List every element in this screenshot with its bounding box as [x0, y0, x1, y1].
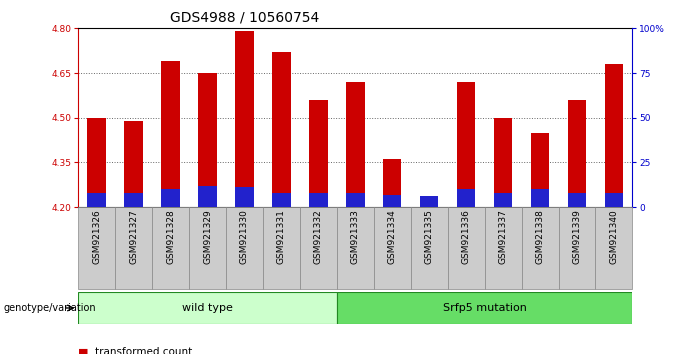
Bar [447, 207, 485, 289]
Text: GSM921340: GSM921340 [609, 210, 618, 264]
Bar [152, 207, 189, 289]
Bar [78, 207, 115, 289]
Text: GSM921327: GSM921327 [129, 210, 138, 264]
Text: wild type: wild type [182, 303, 233, 313]
Bar [457, 82, 475, 207]
Bar [337, 207, 374, 289]
Bar [494, 118, 512, 207]
Bar [346, 82, 364, 207]
Bar [309, 193, 328, 207]
Text: ■: ■ [78, 347, 88, 354]
Text: GSM921332: GSM921332 [314, 210, 323, 264]
Bar [309, 100, 328, 207]
Bar [374, 207, 411, 289]
Text: GSM921328: GSM921328 [166, 210, 175, 264]
Text: GSM921330: GSM921330 [240, 210, 249, 264]
Bar [568, 100, 586, 207]
Text: GSM921339: GSM921339 [573, 210, 581, 264]
Bar [383, 195, 401, 207]
Bar [235, 31, 254, 207]
Bar [124, 121, 143, 207]
Bar [383, 159, 401, 207]
Text: GSM921333: GSM921333 [351, 210, 360, 264]
Bar [88, 193, 106, 207]
Bar [88, 118, 106, 207]
Bar [411, 207, 447, 289]
Bar [457, 189, 475, 207]
Bar [596, 207, 632, 289]
Bar [605, 193, 623, 207]
Text: GSM921331: GSM921331 [277, 210, 286, 264]
Text: GSM921337: GSM921337 [498, 210, 507, 264]
Bar [522, 207, 558, 289]
Bar [420, 196, 439, 207]
Bar [531, 189, 549, 207]
Bar [605, 64, 623, 207]
Bar [199, 73, 217, 207]
Bar [263, 207, 300, 289]
Bar [494, 193, 512, 207]
Text: Srfp5 mutation: Srfp5 mutation [443, 303, 526, 313]
Text: GSM921336: GSM921336 [462, 210, 471, 264]
Bar [78, 292, 337, 324]
Bar [558, 207, 596, 289]
Bar [346, 193, 364, 207]
Bar [235, 187, 254, 207]
Bar [531, 133, 549, 207]
Text: GSM921326: GSM921326 [92, 210, 101, 264]
Bar [300, 207, 337, 289]
Bar [420, 198, 439, 207]
Text: transformed count: transformed count [95, 347, 192, 354]
Text: genotype/variation: genotype/variation [3, 303, 96, 313]
Bar [161, 61, 180, 207]
Bar [272, 193, 290, 207]
Bar [568, 193, 586, 207]
Text: GSM921338: GSM921338 [536, 210, 545, 264]
Text: GDS4988 / 10560754: GDS4988 / 10560754 [170, 11, 319, 25]
Bar [226, 207, 263, 289]
Bar [189, 207, 226, 289]
Bar [161, 189, 180, 207]
Bar [199, 185, 217, 207]
Bar [337, 292, 632, 324]
Bar [485, 207, 522, 289]
Text: GSM921329: GSM921329 [203, 210, 212, 264]
Text: GSM921334: GSM921334 [388, 210, 396, 264]
Bar [115, 207, 152, 289]
Bar [124, 193, 143, 207]
Bar [272, 52, 290, 207]
Text: GSM921335: GSM921335 [425, 210, 434, 264]
